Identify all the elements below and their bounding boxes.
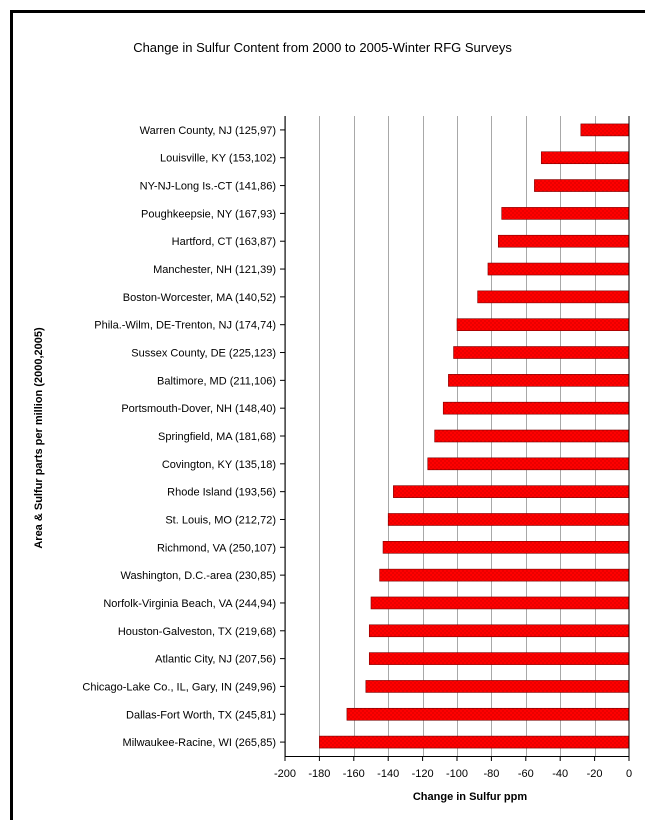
- bar: [393, 485, 630, 498]
- x-tick-label: -160: [343, 768, 365, 780]
- bar: [319, 735, 630, 749]
- category-label: Poughkeepsie, NY (167,93): [141, 208, 276, 220]
- bar: [434, 429, 630, 443]
- category-label: Baltimore, MD (211,106): [157, 375, 276, 387]
- bar: [501, 207, 630, 220]
- category-label: Houston-Galveston, TX (219,68): [118, 626, 276, 638]
- category-labels: Warren County, NJ (125,97) Louisville, KY…: [82, 125, 276, 749]
- bars: [319, 123, 630, 749]
- bar: [382, 541, 630, 554]
- bar: [365, 680, 630, 693]
- bar: [370, 596, 630, 610]
- category-label: Boston-Worcester, MA (140,52): [123, 292, 276, 304]
- category-label: Warren County, NJ (125,97): [140, 125, 276, 137]
- x-axis-label: Change in Sulfur ppm: [412, 791, 528, 803]
- bar: [379, 568, 630, 582]
- bar: [368, 624, 630, 638]
- category-label: Sussex County, DE (225,123): [131, 348, 276, 360]
- bar: [487, 262, 630, 276]
- x-tick-label: -120: [412, 768, 434, 780]
- category-label: Manchester, NH (121,39): [153, 264, 276, 276]
- bar: [534, 179, 630, 192]
- bar: [346, 707, 630, 721]
- bar: [540, 151, 630, 165]
- x-tick-label: -60: [518, 768, 534, 780]
- category-label: Richmond, VA (250,107): [157, 542, 276, 554]
- bar: [448, 374, 630, 387]
- bar: [456, 318, 630, 331]
- x-tick-label: -140: [377, 768, 399, 780]
- category-label: Washington, D.C.-area (230,85): [121, 570, 277, 582]
- bar: [453, 346, 630, 359]
- category-label: Dallas-Fort Worth, TX (245,81): [126, 709, 276, 721]
- category-label: Norfolk-Virginia Beach, VA (244,94): [103, 598, 276, 610]
- x-tick-label: 0: [626, 768, 632, 780]
- category-label: Chicago-Lake Co., IL, Gary, IN (249,96): [82, 681, 276, 693]
- bar: [427, 457, 630, 471]
- category-label: Hartford, CT (163,87): [172, 236, 276, 248]
- category-label: Phila.-Wilm, DE-Trenton, NJ (174,74): [94, 320, 276, 332]
- x-tick-label: -180: [308, 768, 330, 780]
- category-label: St. Louis, MO (212,72): [165, 514, 276, 526]
- x-tick-label: -200: [274, 768, 296, 780]
- x-axis: -200 -180 -160 -140 -120 -100 -80 -60 -40 -20 0: [274, 116, 632, 780]
- x-tick-label: -40: [552, 768, 568, 780]
- x-tick-label: -20: [587, 768, 603, 780]
- x-tick-label: -100: [446, 768, 468, 780]
- category-label: NY-NJ-Long Is.-CT (141,86): [140, 181, 276, 193]
- bar: [387, 513, 630, 526]
- chart-title: Change in Sulfur Content from 2000 to 20…: [133, 40, 512, 55]
- category-label: Portsmouth-Dover, NH (148,40): [121, 403, 276, 415]
- category-label: Covington, KY (135,18): [162, 459, 276, 471]
- category-label: Louisville, KY (153,102): [160, 153, 276, 165]
- category-label: Milwaukee-Racine, WI (265,85): [123, 737, 276, 749]
- bar: [368, 652, 630, 665]
- bar: [497, 234, 630, 248]
- bar: [580, 123, 630, 137]
- bar: [477, 290, 630, 304]
- category-label: Springfield, MA (181,68): [158, 431, 276, 443]
- bar: [442, 401, 630, 415]
- category-label: Rhode Island (193,56): [167, 487, 276, 499]
- x-tick-label: -80: [483, 768, 499, 780]
- category-label: Atlantic City, NJ (207,56): [155, 654, 276, 666]
